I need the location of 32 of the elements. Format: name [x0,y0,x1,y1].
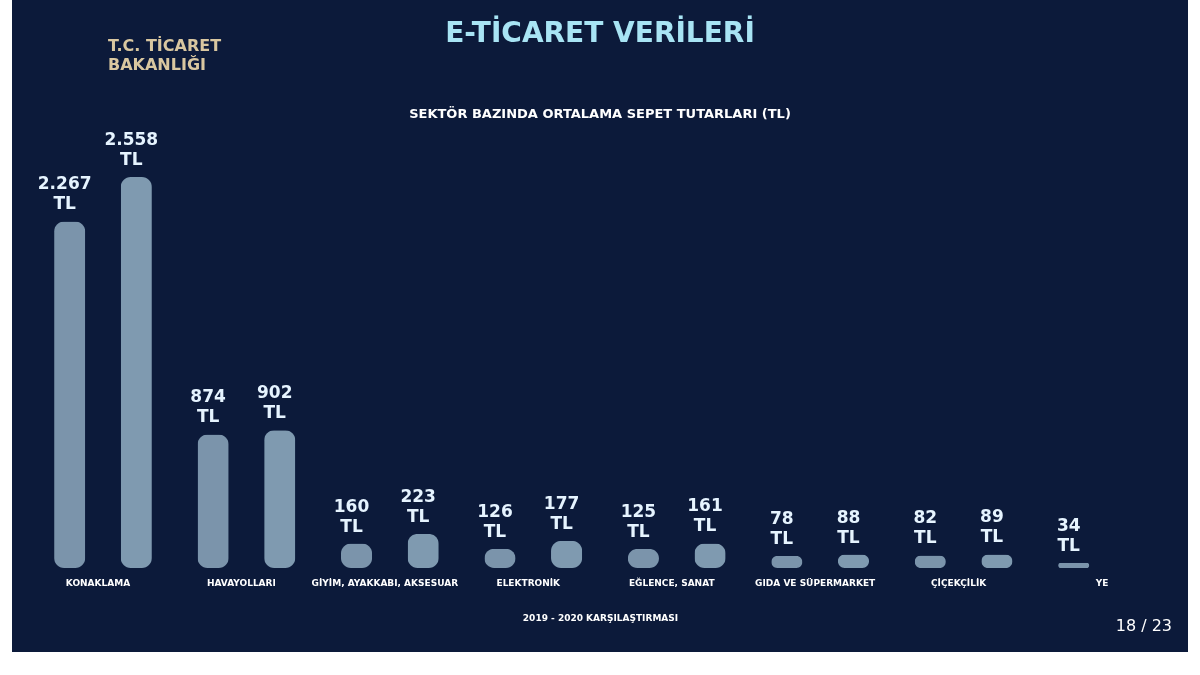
data-label: 126 TL [477,500,513,541]
x-axis-title: 2019 - 2020 KARŞILAŞTIRMASI [522,612,679,623]
x-tick-label: KONAKLAMA [65,577,131,588]
data-label: 125 TL [620,500,657,541]
x-tick-label: ÇİÇEKÇİLİK [930,577,988,588]
data-label: 902 TL [256,382,293,423]
data-label: 177 TL [543,492,580,533]
x-tick-label: ELEKTRONİK [496,577,562,588]
data-label: 2.267 TL [37,173,92,214]
text: 18 / 23 [1115,616,1172,635]
chart-title: E-TİCARET VERİLERİ [445,15,755,49]
chart-subtitle: SEKTÖR BAZINDA ORTALAMA SEPET TUTARLARI (TL) [409,106,791,121]
x-tick-label: HAVAYOLLARI [206,577,276,588]
data-label: 223 TL [400,485,436,526]
data-label: 89 TL [980,506,1004,547]
text: T.C. TİCARET BAKANLIĞI [108,36,223,74]
bar [54,221,86,568]
x-tick-label: YE [1094,577,1109,588]
x-tick-label: EĞLENCE, SANAT [628,576,716,588]
bar [197,434,229,568]
data-label: 78 TL [770,508,794,549]
data-label: 2.558 TL [104,129,159,169]
x-tick-label: GİYİM, AYAKKABI, AKSESUAR [311,577,459,588]
data-label: 160 TL [333,495,370,536]
data-label: 874 TL [190,386,227,427]
x-tick-label: GIDA VE SÜPERMARKET [755,577,877,588]
data-label: 82 TL [913,507,938,548]
data-label: 161 TL [687,495,723,536]
bar [264,430,296,568]
bar [120,177,152,568]
data-label: 34 TL [1056,514,1081,555]
data-label: 88 TL [836,506,861,547]
